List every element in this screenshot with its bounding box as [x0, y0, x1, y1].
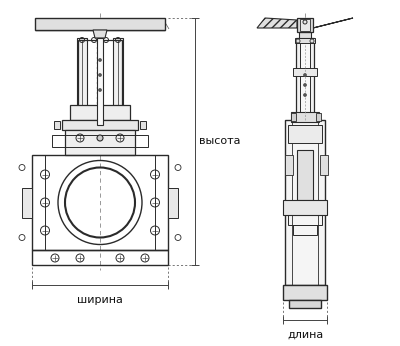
Bar [300, 40, 310, 118]
Bar [54, 121, 60, 129]
Circle shape [304, 83, 306, 86]
Bar [32, 155, 168, 250]
Text: высота: высота [199, 137, 240, 146]
Bar [291, 112, 319, 122]
Bar [168, 188, 178, 218]
Bar [77, 38, 87, 120]
Bar [285, 155, 293, 175]
Polygon shape [313, 18, 353, 28]
Bar [285, 120, 325, 285]
Bar [296, 38, 314, 120]
Bar [293, 68, 317, 76]
Bar [283, 285, 327, 300]
Bar [140, 121, 146, 129]
Bar [113, 38, 123, 120]
Bar [52, 135, 148, 147]
Bar [32, 250, 168, 265]
Bar [288, 215, 322, 225]
Bar [288, 125, 322, 143]
Circle shape [98, 89, 102, 91]
Polygon shape [257, 18, 297, 28]
Polygon shape [93, 30, 107, 38]
Bar [78, 40, 122, 120]
Bar [300, 19, 310, 31]
Bar [283, 200, 327, 215]
Bar [70, 105, 130, 120]
Bar [35, 18, 165, 30]
Bar [299, 32, 311, 38]
Bar [62, 120, 138, 130]
Circle shape [97, 135, 103, 141]
Bar [291, 113, 296, 121]
Bar [97, 38, 103, 125]
Circle shape [304, 93, 306, 97]
Bar [292, 120, 318, 285]
Bar [65, 130, 135, 155]
Bar [45, 155, 155, 250]
Bar [320, 155, 328, 175]
Bar [289, 300, 321, 308]
Bar [297, 18, 313, 32]
Bar [22, 188, 32, 218]
Circle shape [98, 58, 102, 62]
Bar [293, 225, 317, 235]
Bar [295, 38, 315, 43]
Circle shape [304, 73, 306, 76]
Text: длина: длина [287, 330, 323, 340]
Bar [297, 150, 313, 200]
Text: ширина: ширина [77, 295, 123, 305]
Circle shape [98, 73, 102, 76]
Bar [316, 113, 321, 121]
